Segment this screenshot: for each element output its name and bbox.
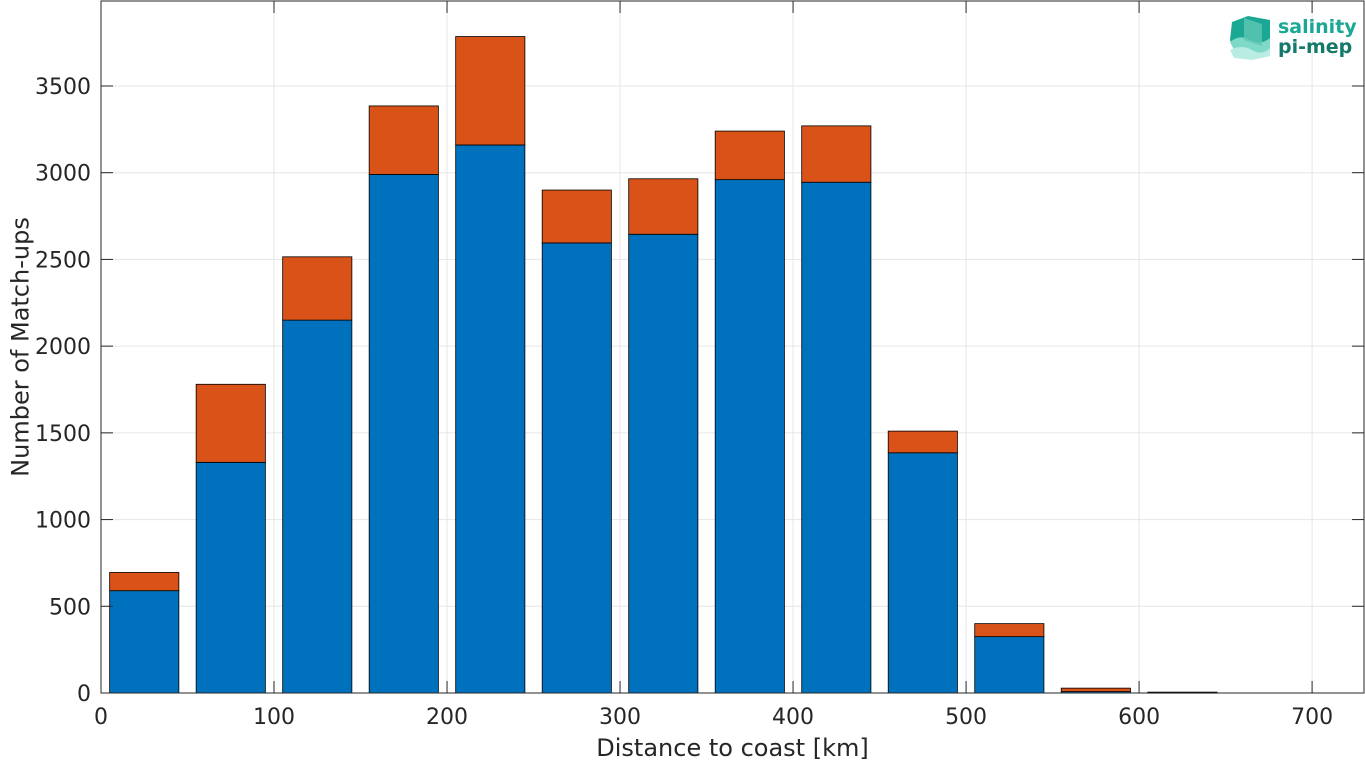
bar-series-1 [541,242,612,694]
ticks: 0 100 200 300 400 500 600 700 0 500 1000 1500 2000 25… [35,1,1364,730]
bars [109,36,1218,694]
x-tick-label: 700 [1291,705,1333,730]
x-tick-label: 0 [94,705,108,730]
bar-series-1 [801,181,872,694]
x-tick-label: 200 [426,705,468,730]
x-tick-label: 500 [945,705,987,730]
x-axis-label: Distance to coast [km] [596,734,868,761]
bar-series-1 [368,174,439,694]
plot-frame [100,0,1365,694]
y-tick-label: 0 [77,682,91,707]
bar-series-2 [628,178,699,235]
bar-series-2 [455,36,526,146]
x-tick-label: 300 [599,705,641,730]
bar-series-1 [887,452,958,694]
x-tick-label: 600 [1118,705,1160,730]
bar-series-1 [109,590,180,694]
salinity-pi-mep-logo: salinity pi-mep [1230,16,1357,60]
logo-text-pi-mep: pi-mep [1278,36,1352,58]
bar-series-1 [974,636,1045,694]
bar-series-1 [282,319,353,694]
bar-series-2 [541,189,612,244]
bar-series-1 [714,179,785,694]
bar-series-2 [195,383,266,463]
x-tick-label: 400 [772,705,814,730]
x-tick-label: 100 [253,705,295,730]
y-tick-label: 2000 [35,335,91,360]
y-axis-label: Number of Match-ups [6,217,34,477]
bar-series-2 [974,623,1045,638]
bar-series-1 [195,461,266,694]
bar-series-2 [368,105,439,175]
y-tick-label: 3000 [35,162,91,187]
logo-text-salinity: salinity [1278,16,1357,38]
y-tick-label: 1500 [35,422,91,447]
y-tick-label: 3500 [35,75,91,100]
y-tick-label: 500 [49,595,91,620]
bar-series-1 [455,144,526,694]
bar-series-2 [282,256,353,321]
bar-series-2 [801,125,872,183]
y-tick-label: 2500 [35,248,91,273]
bar-series-2 [714,130,785,181]
bar-series-2 [1060,687,1131,693]
logo-wave-icon [1230,16,1270,60]
bar-series-1 [628,233,699,694]
bar-series-2 [887,430,958,454]
y-tick-label: 1000 [35,509,91,534]
bar-series-2 [109,572,180,592]
